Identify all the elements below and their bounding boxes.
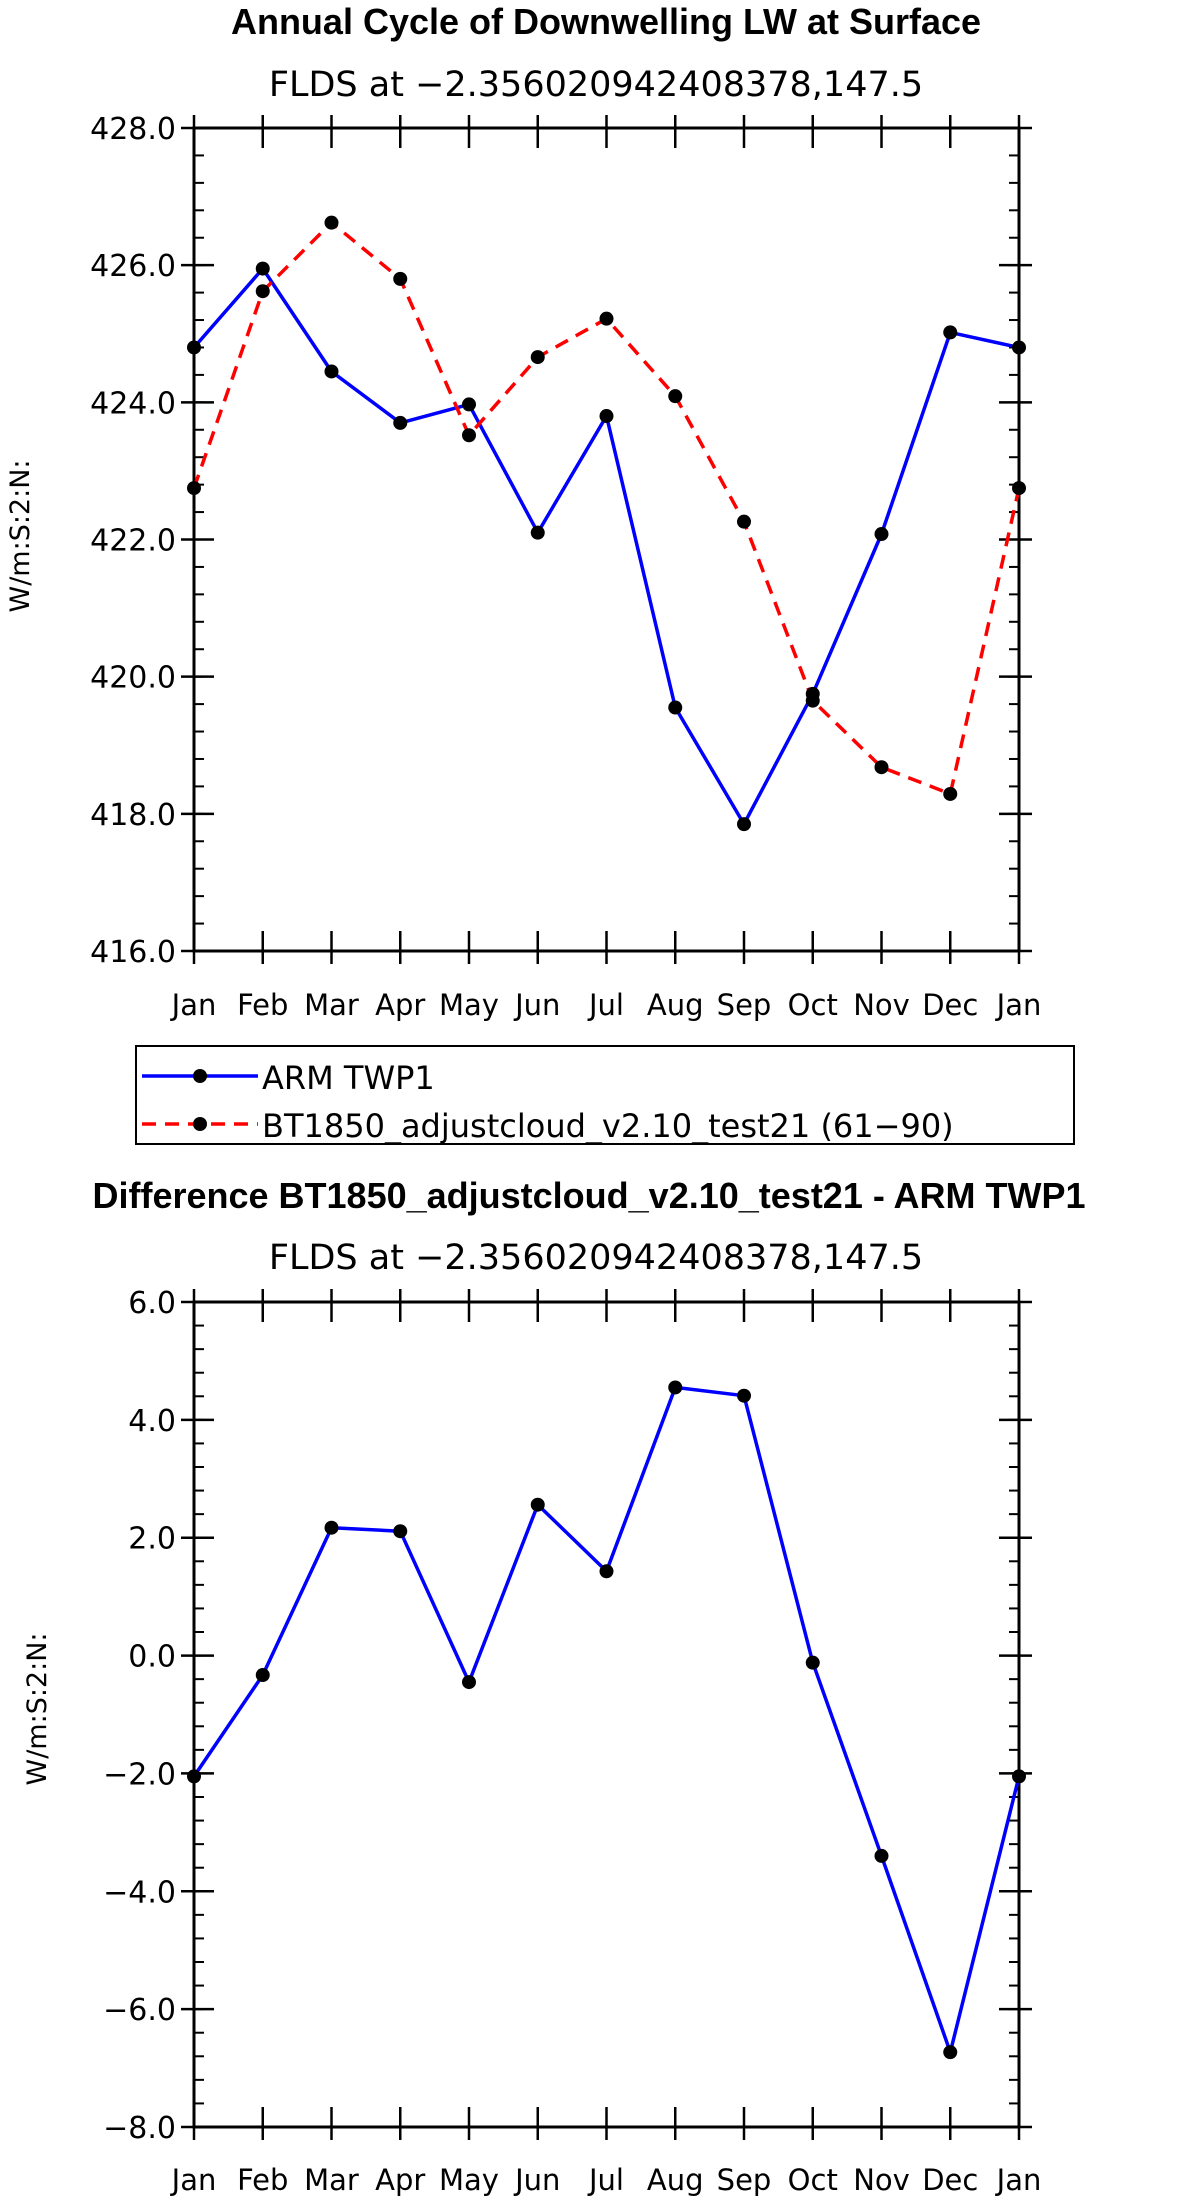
top-x-tick-label: Jun <box>513 988 560 1022</box>
top-frame <box>192 126 1021 953</box>
top-series-0-point <box>462 397 476 412</box>
top-series-0-point <box>255 261 270 276</box>
bottom-x-tick-label: Jul <box>587 2163 624 2197</box>
top-y-tick-label: 422.0 <box>90 524 176 559</box>
top-chart-subtitle: FLDS at −2.356020942408378,147.5 <box>269 65 923 105</box>
bottom-series-0-point <box>668 1380 683 1395</box>
top-y-tick-label: 424.0 <box>90 386 176 421</box>
top-series-1-point <box>874 760 889 775</box>
top-series-1-point <box>530 350 545 365</box>
bottom-y-tick-label: 6.0 <box>128 1286 176 1321</box>
bottom-y-tick-label: 2.0 <box>128 1522 176 1557</box>
top-y-tick-label: 416.0 <box>90 935 176 970</box>
top-series-1-line <box>192 220 1021 796</box>
bottom-x-tick-label: Aug <box>647 2163 704 2197</box>
top-x-tick-label: Jan <box>995 988 1042 1022</box>
top-y-tick-label: 428.0 <box>90 112 176 147</box>
top-x-tick-label: Nov <box>853 988 910 1022</box>
bottom-x-tick-label: Apr <box>375 2163 425 2197</box>
top-x-tick-label: Oct <box>788 988 838 1022</box>
bottom-y-tick-label: −8.0 <box>103 2111 176 2146</box>
top-x-tick-label: Mar <box>304 988 359 1022</box>
bottom-series-0-line <box>192 1385 1021 2054</box>
top-series-1-point <box>805 693 820 708</box>
top-series-1-point <box>187 481 201 496</box>
bottom-y-tick-label: −4.0 <box>103 1875 176 1910</box>
top-y-tick-label: 426.0 <box>90 249 176 284</box>
top-series-1-point <box>737 514 751 529</box>
top-series-0-point <box>874 527 889 542</box>
bottom-series-0-point <box>530 1497 545 1512</box>
bottom-chart-subtitle: FLDS at −2.356020942408378,147.5 <box>269 1238 923 1278</box>
bottom-series-0-point <box>462 1675 476 1690</box>
bottom-series-0-point <box>805 1655 820 1670</box>
bottom-series-0-point <box>187 1769 201 1784</box>
bottom-y-axis-label: W/m:S:2:N: <box>22 1633 53 1786</box>
bottom-x-tick-label: Sep <box>717 2163 772 2197</box>
bottom-y-tick-label: 4.0 <box>128 1404 176 1439</box>
bottom-x-tick-label: Dec <box>922 2163 978 2197</box>
bottom-series-0-point <box>874 1848 889 1863</box>
top-chart-title: Annual Cycle of Downwelling LW at Surfac… <box>231 1 981 42</box>
bottom-y-tick-label: −6.0 <box>103 1993 176 2028</box>
top-x-tick-label: Aug <box>647 988 704 1022</box>
top-series-1-point <box>599 311 614 326</box>
top-series-0-point <box>737 817 751 832</box>
legend-label-arm: ARM TWP1 <box>262 1059 435 1097</box>
bottom-y-tick-label: 0.0 <box>128 1640 176 1675</box>
bottom-series-0-point <box>393 1524 408 1539</box>
top-x-tick-label: May <box>439 988 499 1022</box>
top-series-0-point <box>393 415 408 430</box>
top-series-1-point <box>668 389 683 404</box>
legend-label-model: BT1850_adjustcloud_v2.10_test21 (61−90) <box>262 1107 954 1145</box>
bottom-plot-area: −8.0 −6.0 −4.0 −2.0 0.0 2.0 4.0 6.0 Jan Feb Mar Apr… <box>103 1286 1041 2197</box>
bottom-series-0-point <box>599 1564 614 1579</box>
legend-marker-model <box>193 1117 207 1131</box>
legend-marker-arm <box>193 1069 207 1083</box>
top-series-0-point <box>530 525 545 540</box>
top-series-1-point <box>943 786 958 801</box>
top-series-1-point <box>1012 481 1026 496</box>
top-series-0-point <box>599 409 614 424</box>
top-series-1-point <box>462 428 476 443</box>
top-x-tick-label: Feb <box>237 988 288 1022</box>
bottom-x-tick-label: Jan <box>170 2163 217 2197</box>
bottom-series-0-point <box>737 1388 751 1403</box>
bottom-y-tick-label: −2.0 <box>103 1757 176 1792</box>
top-series-0-point <box>943 325 958 340</box>
bottom-x-tick-label: Jun <box>513 2163 560 2197</box>
top-y-tick-label: 418.0 <box>90 798 176 833</box>
top-series-0-point <box>187 340 201 355</box>
top-y-tick-label: 420.0 <box>90 661 176 696</box>
bottom-series-0-point <box>943 2045 958 2060</box>
top-x-tick-label: Jan <box>170 988 217 1022</box>
top-x-tick-label: Apr <box>375 988 425 1022</box>
top-series-1-point <box>393 271 408 286</box>
top-x-tick-label: Sep <box>717 988 772 1022</box>
top-series-0-point <box>1012 340 1026 355</box>
bottom-x-tick-label: Nov <box>853 2163 910 2197</box>
bottom-x-tick-label: Jan <box>995 2163 1042 2197</box>
top-series-0-point <box>668 700 683 715</box>
top-series-0-line <box>192 266 1020 826</box>
top-series-1-point <box>324 215 339 230</box>
top-x-tick-label: Jul <box>587 988 624 1022</box>
bottom-frame <box>192 1300 1021 2129</box>
legend: ARM TWP1 BT1850_adjustcloud_v2.10_test21… <box>135 1045 1075 1145</box>
top-y-axis-label: W/m:S:2:N: <box>5 460 36 613</box>
bottom-x-tick-label: Mar <box>304 2163 359 2197</box>
bottom-x-tick-label: Oct <box>788 2163 838 2197</box>
top-series-1-point <box>255 284 270 299</box>
bottom-x-tick-label: Feb <box>237 2163 288 2197</box>
bottom-series-0-point <box>255 1668 270 1683</box>
top-x-tick-label: Dec <box>922 988 978 1022</box>
bottom-series-0-point <box>324 1520 339 1535</box>
top-plot-area: 416.0 418.0 420.0 422.0 424.0 426.0 428.0 Jan Fe… <box>90 112 1041 1022</box>
bottom-x-tick-label: May <box>439 2163 499 2197</box>
top-series-0-point <box>324 364 339 379</box>
legend-box <box>135 1045 1075 1145</box>
bottom-chart-title: Difference BT1850_adjustcloud_v2.10_test… <box>92 1175 1085 1216</box>
bottom-series-0-point <box>1012 1769 1026 1784</box>
